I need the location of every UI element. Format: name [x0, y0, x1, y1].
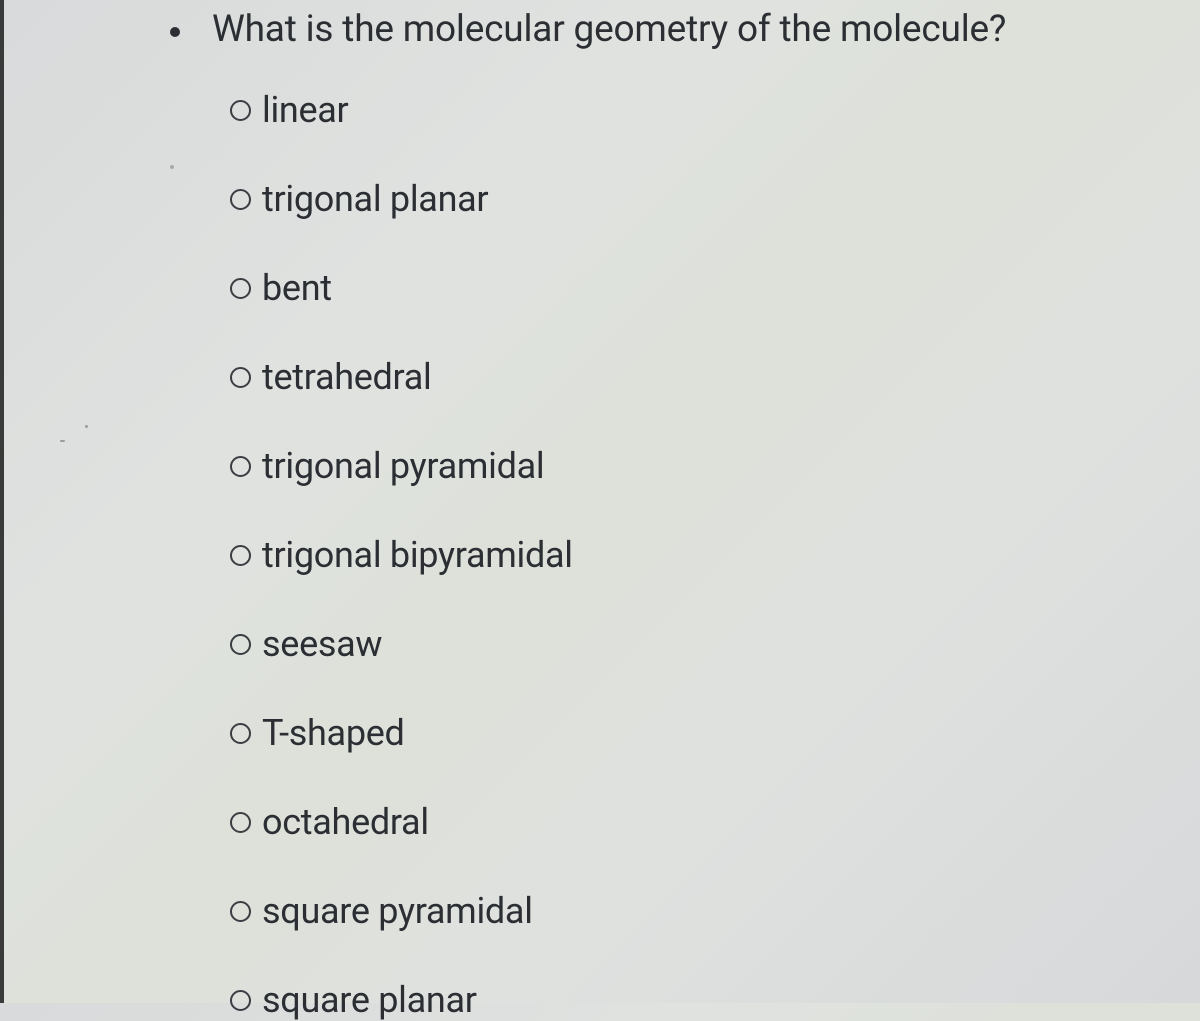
option-label: octahedral: [262, 801, 429, 843]
options-list: linear trigonal planar bent tetrahedral …: [170, 89, 1180, 1021]
option-label: square pyramidal: [262, 890, 533, 932]
option-trigonal-bipyramidal[interactable]: trigonal bipyramidal: [230, 534, 1180, 576]
option-label: bent: [262, 267, 332, 309]
radio-icon[interactable]: [230, 901, 251, 922]
option-trigonal-pyramidal[interactable]: trigonal pyramidal: [230, 445, 1180, 487]
artifact-dot: [60, 440, 65, 442]
option-octahedral[interactable]: octahedral: [230, 801, 1180, 843]
radio-icon[interactable]: [230, 367, 251, 388]
bullet-icon: [170, 27, 180, 37]
artifact-dot: [170, 165, 174, 169]
option-trigonal-planar[interactable]: trigonal planar: [230, 178, 1180, 220]
question-block: What is the molecular geometry of the mo…: [0, 0, 1200, 1021]
radio-icon[interactable]: [230, 189, 251, 210]
option-square-planar[interactable]: square planar: [230, 979, 1180, 1021]
option-linear[interactable]: linear: [230, 89, 1180, 131]
radio-icon[interactable]: [230, 545, 251, 566]
option-label: T-shaped: [262, 712, 405, 754]
radio-icon[interactable]: [230, 100, 251, 121]
radio-icon[interactable]: [230, 723, 251, 744]
screen-edge: [0, 0, 4, 1003]
option-tetrahedral[interactable]: tetrahedral: [230, 356, 1180, 398]
radio-icon[interactable]: [230, 634, 251, 655]
option-label: linear: [262, 89, 348, 131]
option-label: seesaw: [262, 623, 382, 665]
radio-icon[interactable]: [230, 812, 251, 833]
option-label: tetrahedral: [262, 356, 431, 398]
radio-icon[interactable]: [230, 456, 251, 477]
option-bent[interactable]: bent: [230, 267, 1180, 309]
option-seesaw[interactable]: seesaw: [230, 623, 1180, 665]
question-row: What is the molecular geometry of the mo…: [170, 8, 1180, 51]
option-label: trigonal planar: [262, 178, 488, 220]
option-square-pyramidal[interactable]: square pyramidal: [230, 890, 1180, 932]
option-label: square planar: [262, 979, 477, 1021]
question-text: What is the molecular geometry of the mo…: [212, 8, 1006, 51]
option-label: trigonal pyramidal: [262, 445, 544, 487]
radio-icon[interactable]: [230, 278, 251, 299]
option-t-shaped[interactable]: T-shaped: [230, 712, 1180, 754]
option-label: trigonal bipyramidal: [262, 534, 573, 576]
artifact-dot: [85, 425, 88, 428]
radio-icon[interactable]: [230, 990, 251, 1011]
